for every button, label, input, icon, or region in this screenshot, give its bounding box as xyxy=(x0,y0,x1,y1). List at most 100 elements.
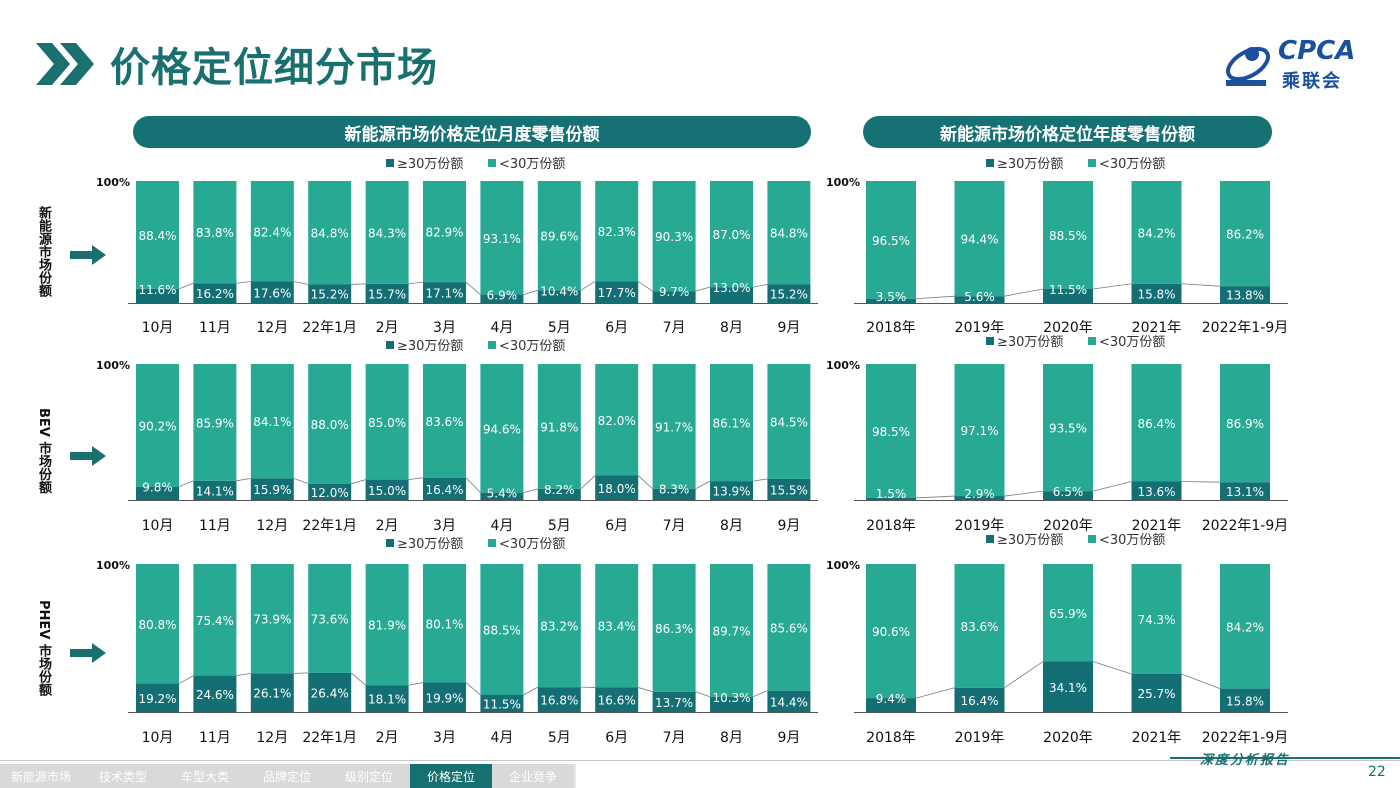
legend-swatch xyxy=(1088,159,1096,167)
bar-low-segment xyxy=(537,364,581,489)
series-connector-line xyxy=(350,672,366,686)
footer-accent-line xyxy=(1170,757,1400,759)
series-connector-line xyxy=(752,478,768,482)
data-label-low: 86.1% xyxy=(712,417,750,431)
category-label: 22年1月 xyxy=(302,518,357,534)
data-label-low: 84.2% xyxy=(1226,620,1264,634)
data-label-low: 82.4% xyxy=(253,225,291,239)
data-label-low: 98.5% xyxy=(872,425,910,439)
bar-high-segment xyxy=(767,478,811,500)
bar-high-segment xyxy=(308,284,352,303)
bar-low-segment xyxy=(954,181,1005,297)
category-label: 2018年 xyxy=(866,320,916,336)
data-label-high: 11.5% xyxy=(483,697,521,711)
phev-monthly-chart: ≥30万份额 <30万份额 100% 80.8% 19.2% 10月 75.4% 24.6% 1… xyxy=(96,537,818,746)
data-label-high: 13.8% xyxy=(1226,289,1264,303)
legend-label: ≥30万份额 xyxy=(997,335,1063,350)
nav-item[interactable]: 品牌定位 xyxy=(246,764,328,788)
bar-high-segment xyxy=(1220,688,1270,712)
data-label-high: 13.7% xyxy=(655,696,693,710)
bar-high-segment xyxy=(1220,286,1270,303)
data-label-low: 82.3% xyxy=(598,225,636,239)
series-connector-line xyxy=(580,475,596,490)
legend-label: <30万份额 xyxy=(1099,157,1165,172)
category-label: 10月 xyxy=(142,518,174,534)
bar-high-segment xyxy=(365,685,409,712)
category-label: 4月 xyxy=(490,320,513,336)
bar-high-segment xyxy=(537,290,581,303)
bar-high-segment xyxy=(652,691,696,712)
legend-label: <30万份额 xyxy=(499,157,565,172)
legend-swatch xyxy=(386,159,394,167)
data-label-low: 84.5% xyxy=(770,415,808,429)
footer-brand: 深度分析报告 xyxy=(1200,753,1291,768)
arrow-right-icon xyxy=(70,245,106,265)
legend-label: ≥30万份额 xyxy=(397,537,463,552)
nav-item[interactable]: 新能源市场 xyxy=(0,764,82,788)
bar-low-segment xyxy=(1131,364,1182,482)
data-label-high: 16.4% xyxy=(425,483,463,497)
category-label: 2021年 xyxy=(1132,518,1182,534)
bar-low-segment xyxy=(1131,181,1182,284)
category-label: 2020年 xyxy=(1043,730,1093,746)
category-label: 11月 xyxy=(199,320,231,336)
data-label-high: 16.6% xyxy=(598,694,636,708)
bar-low-segment xyxy=(423,364,466,478)
series-connector-line xyxy=(236,672,251,676)
bar-high-segment xyxy=(480,694,524,712)
data-label-low: 73.6% xyxy=(311,612,349,626)
bar-low-segment xyxy=(767,564,811,691)
legend-swatch xyxy=(1088,535,1096,543)
nav-item[interactable]: 技术类型 xyxy=(82,764,164,788)
bar-low-segment xyxy=(954,364,1005,497)
category-label: 4月 xyxy=(490,730,513,746)
category-label: 5月 xyxy=(548,518,571,534)
category-label: 3月 xyxy=(433,320,456,336)
footer-divider xyxy=(0,760,1400,761)
bar-high-segment xyxy=(136,683,179,712)
series-connector-line xyxy=(293,478,309,485)
page-title: 价格定位细分市场 xyxy=(110,45,438,91)
bar-high-segment xyxy=(652,488,696,500)
data-label-high: 11.6% xyxy=(138,283,176,297)
nav-item[interactable]: 级别定位 xyxy=(328,764,410,788)
data-label-low: 73.9% xyxy=(253,613,291,627)
category-label: 2019年 xyxy=(955,320,1005,336)
bar-low-segment xyxy=(652,181,696,292)
data-label-low: 84.8% xyxy=(311,227,349,241)
series-connector-line xyxy=(752,284,768,288)
legend-label: <30万份额 xyxy=(1099,533,1165,548)
bar-high-segment xyxy=(1043,288,1093,303)
category-label: 7月 xyxy=(663,730,686,746)
data-label-low: 90.3% xyxy=(655,230,693,244)
y-axis-max-label: 100% xyxy=(826,359,860,372)
cpca-emblem-icon xyxy=(1226,46,1270,86)
series-connector-line xyxy=(580,281,596,291)
data-label-high: 17.7% xyxy=(598,286,636,300)
bar-high-segment xyxy=(537,488,581,500)
bar-low-segment xyxy=(767,181,811,285)
series-connector-line xyxy=(1181,283,1221,287)
data-label-low: 91.7% xyxy=(655,420,693,434)
nav-item[interactable]: 车型大类 xyxy=(164,764,246,788)
data-label-high: 5.4% xyxy=(487,487,518,501)
bar-low-segment xyxy=(365,364,409,480)
series-connector-line xyxy=(1004,490,1044,497)
legend-label: <30万份额 xyxy=(499,339,565,354)
bar-low-segment xyxy=(193,364,237,481)
series-connector-line xyxy=(915,295,955,300)
bar-high-segment xyxy=(652,291,696,303)
category-label: 8月 xyxy=(720,320,743,336)
series-connector-line xyxy=(465,682,481,696)
data-label-low: 96.5% xyxy=(872,234,910,248)
data-label-low: 80.1% xyxy=(425,617,463,631)
series-connector-line xyxy=(465,281,481,295)
data-label-high: 18.0% xyxy=(598,482,636,496)
bar-low-segment xyxy=(136,564,179,684)
nav-item[interactable]: 价格定位 xyxy=(410,764,492,788)
nav-item[interactable]: 企业竞争 xyxy=(492,764,574,788)
data-label-high: 26.4% xyxy=(311,686,349,700)
bar-low-segment xyxy=(136,364,179,487)
bar-low-segment xyxy=(866,564,916,699)
monthly-banner: 新能源市场价格定位月度零售份额 xyxy=(133,116,811,148)
